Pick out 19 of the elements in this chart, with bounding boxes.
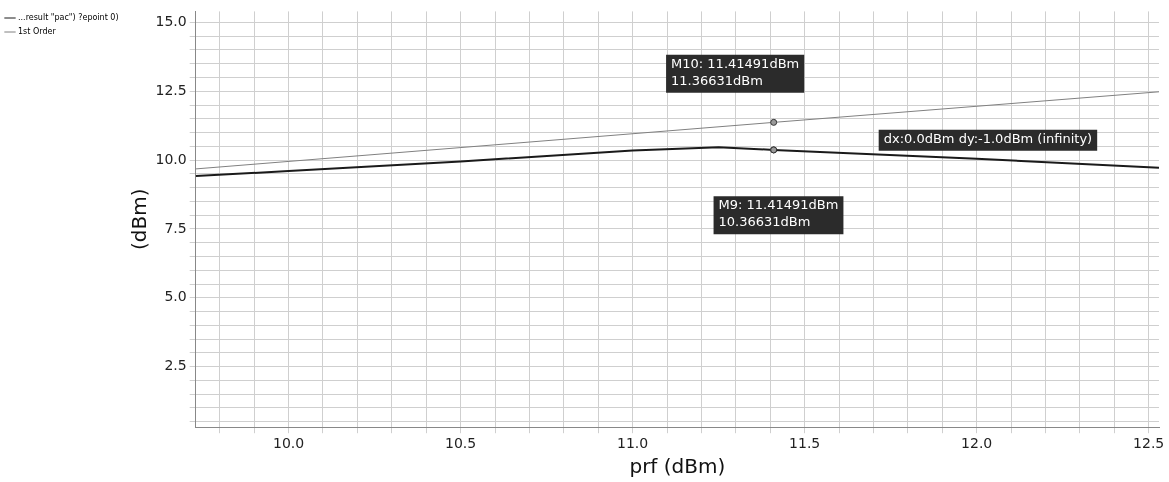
y-tick-label: 15.0 [155,13,187,30]
x-tick-label: 11.0 [617,435,649,452]
y-tick-label: 12.5 [155,81,187,98]
annotation: dx:0.0dBm dy:-1.0dBm (infinity) [883,130,1093,146]
annotation: M9: 11.41491dBm 10.36631dBm [718,197,839,230]
y-tick-label: 5.0 [164,288,187,305]
y-tick-label: 7.5 [164,219,187,236]
x-tick-label: 11.5 [789,435,821,452]
legend-label: ...result "pac") ?epoint 0) [18,13,119,23]
y-tick-label: 10.0 [155,150,187,167]
x-tick-label: 12.0 [961,435,993,452]
x-tick-label: 10.0 [273,435,305,452]
legend-label: 1st Order [18,27,57,37]
y-tick-label: 2.5 [164,357,187,374]
annotation: M10: 11.41491dBm 11.36631dBm [671,55,800,88]
x-tick-label: 12.5 [1133,435,1165,452]
x-axis-title: prf (dBm) [629,454,726,479]
y-axis-title: (dBm) [126,188,151,251]
x-tick-label: 10.5 [445,435,477,452]
